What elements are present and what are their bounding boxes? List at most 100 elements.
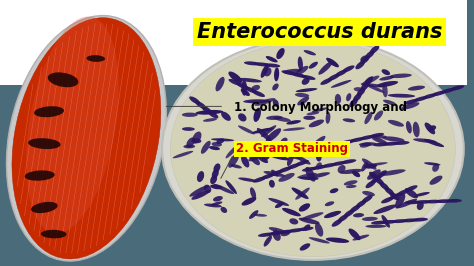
Ellipse shape [258,233,274,237]
Ellipse shape [310,172,330,178]
Ellipse shape [295,93,309,97]
Ellipse shape [390,192,399,200]
Ellipse shape [242,197,256,206]
Ellipse shape [282,208,301,216]
Ellipse shape [365,225,387,228]
Ellipse shape [273,230,281,241]
Ellipse shape [331,142,346,147]
Ellipse shape [272,84,279,90]
Ellipse shape [377,170,387,178]
Ellipse shape [282,70,297,75]
Ellipse shape [201,106,212,114]
Ellipse shape [244,86,257,93]
Ellipse shape [362,159,376,170]
Ellipse shape [238,177,257,182]
Ellipse shape [360,56,370,64]
Ellipse shape [383,100,396,105]
Ellipse shape [356,61,365,69]
Ellipse shape [350,137,365,142]
Ellipse shape [371,175,382,183]
Ellipse shape [301,212,324,220]
Ellipse shape [424,139,444,147]
Ellipse shape [86,55,105,62]
Ellipse shape [211,138,234,141]
Ellipse shape [266,116,283,120]
Ellipse shape [268,154,289,160]
Ellipse shape [309,62,318,69]
Ellipse shape [209,146,220,150]
Ellipse shape [337,214,348,222]
Ellipse shape [241,155,249,168]
Ellipse shape [238,126,255,134]
Ellipse shape [295,66,309,75]
Ellipse shape [41,230,66,238]
Ellipse shape [299,177,319,180]
Ellipse shape [289,218,298,225]
Ellipse shape [382,215,390,228]
Ellipse shape [295,160,309,166]
Ellipse shape [365,112,373,124]
Ellipse shape [370,45,379,54]
Ellipse shape [244,61,260,65]
Ellipse shape [182,127,195,131]
Ellipse shape [203,118,217,122]
Ellipse shape [301,78,310,85]
Ellipse shape [393,141,410,145]
Ellipse shape [328,74,340,81]
Ellipse shape [367,169,381,180]
Ellipse shape [343,118,355,122]
Ellipse shape [189,185,209,197]
Text: 2. Gram Staining: 2. Gram Staining [236,143,348,155]
Ellipse shape [309,119,324,127]
Ellipse shape [171,41,456,257]
Ellipse shape [364,83,384,93]
Ellipse shape [299,203,310,212]
Ellipse shape [237,78,262,82]
Ellipse shape [417,201,424,210]
Ellipse shape [361,76,379,85]
Ellipse shape [337,165,346,173]
Ellipse shape [311,107,327,113]
Ellipse shape [295,188,310,200]
Ellipse shape [298,227,314,231]
Text: Enterococcus durans: Enterococcus durans [197,22,443,42]
Ellipse shape [48,72,78,87]
Ellipse shape [237,83,249,89]
Ellipse shape [432,164,439,172]
Ellipse shape [251,151,262,158]
Ellipse shape [183,145,195,148]
Ellipse shape [353,213,364,217]
Ellipse shape [305,167,316,182]
Ellipse shape [286,163,301,169]
Ellipse shape [326,238,349,243]
Ellipse shape [380,169,406,176]
Ellipse shape [162,38,464,260]
Ellipse shape [404,185,418,192]
Ellipse shape [221,112,231,121]
Ellipse shape [383,142,400,146]
Ellipse shape [25,171,55,181]
Ellipse shape [269,227,287,234]
Ellipse shape [288,228,304,232]
Ellipse shape [374,205,397,214]
Ellipse shape [425,200,441,203]
Ellipse shape [405,201,421,204]
Ellipse shape [291,73,306,78]
Ellipse shape [389,193,402,200]
Ellipse shape [324,211,341,218]
Ellipse shape [241,80,247,96]
Ellipse shape [208,111,219,118]
Ellipse shape [415,200,431,204]
Ellipse shape [245,146,256,153]
Ellipse shape [362,191,375,196]
Ellipse shape [404,99,419,104]
Ellipse shape [352,171,360,177]
Ellipse shape [292,188,309,199]
Ellipse shape [346,185,356,188]
Ellipse shape [252,90,265,97]
Ellipse shape [353,93,362,102]
Ellipse shape [191,138,201,143]
Ellipse shape [186,137,195,148]
Ellipse shape [364,76,373,87]
Ellipse shape [365,180,376,188]
